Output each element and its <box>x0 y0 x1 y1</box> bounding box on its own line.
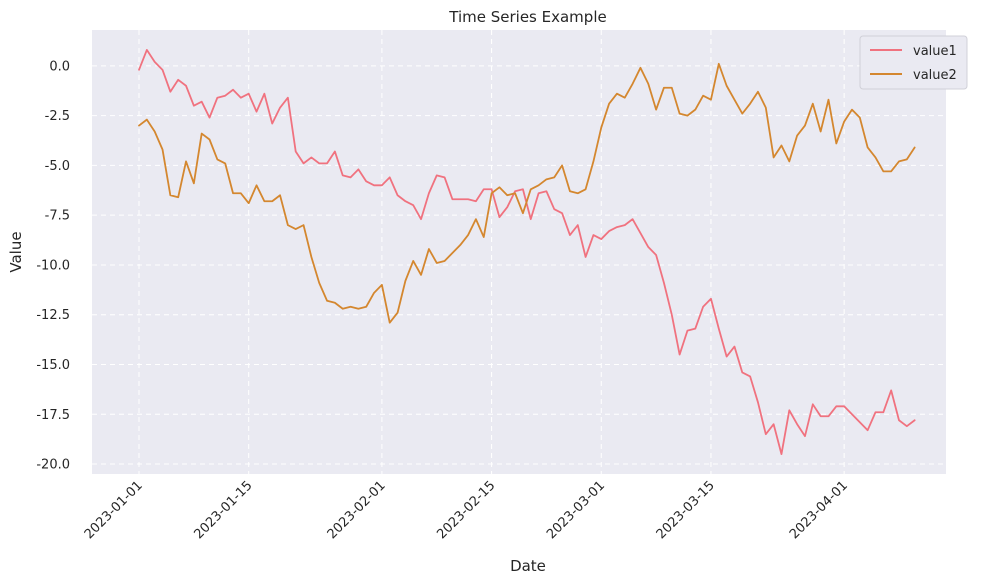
y-tick-label: -15.0 <box>36 358 70 373</box>
grid-lines <box>92 30 946 474</box>
x-tick-label: 2023-01-01 <box>82 478 146 542</box>
y-tick-label: -2.5 <box>45 109 70 124</box>
x-tick-label: 2023-03-01 <box>544 478 608 542</box>
y-tick-label: -20.0 <box>36 458 70 473</box>
x-tick-label: 2023-03-15 <box>654 478 718 542</box>
y-tick-label: -5.0 <box>45 159 70 174</box>
y-tick-label: -10.0 <box>36 258 70 273</box>
legend: value1 value2 <box>859 35 968 90</box>
series-line-value2 <box>138 62 916 324</box>
y-axis-title: Value <box>7 231 25 272</box>
y-tick-label: 0.0 <box>49 59 70 74</box>
y-tick-label: -12.5 <box>36 308 70 323</box>
x-tick-label: 2023-04-01 <box>787 478 851 542</box>
x-tick-labels: 2023-01-01 2023-01-15 2023-02-01 2023-02-15… <box>82 478 851 542</box>
y-tick-labels: 0.0 -2.5 -5.0 -7.5 -10.0 -12.5 -15.0 -17.5 -20.0 <box>36 59 70 472</box>
x-axis-title: Date <box>510 557 546 575</box>
plot-area <box>92 30 946 474</box>
x-tick-label: 2023-02-15 <box>434 478 498 542</box>
legend-label-value1: value1 <box>913 44 957 59</box>
series-layer <box>138 49 916 455</box>
x-tick-label: 2023-01-15 <box>191 478 255 542</box>
y-tick-label: -17.5 <box>36 408 70 423</box>
series-line-value1 <box>138 49 916 455</box>
x-tick-label: 2023-02-01 <box>325 478 389 542</box>
y-tick-label: -7.5 <box>45 209 70 224</box>
legend-label-value2: value2 <box>913 68 957 83</box>
chart-title: Time Series Example <box>448 8 606 26</box>
